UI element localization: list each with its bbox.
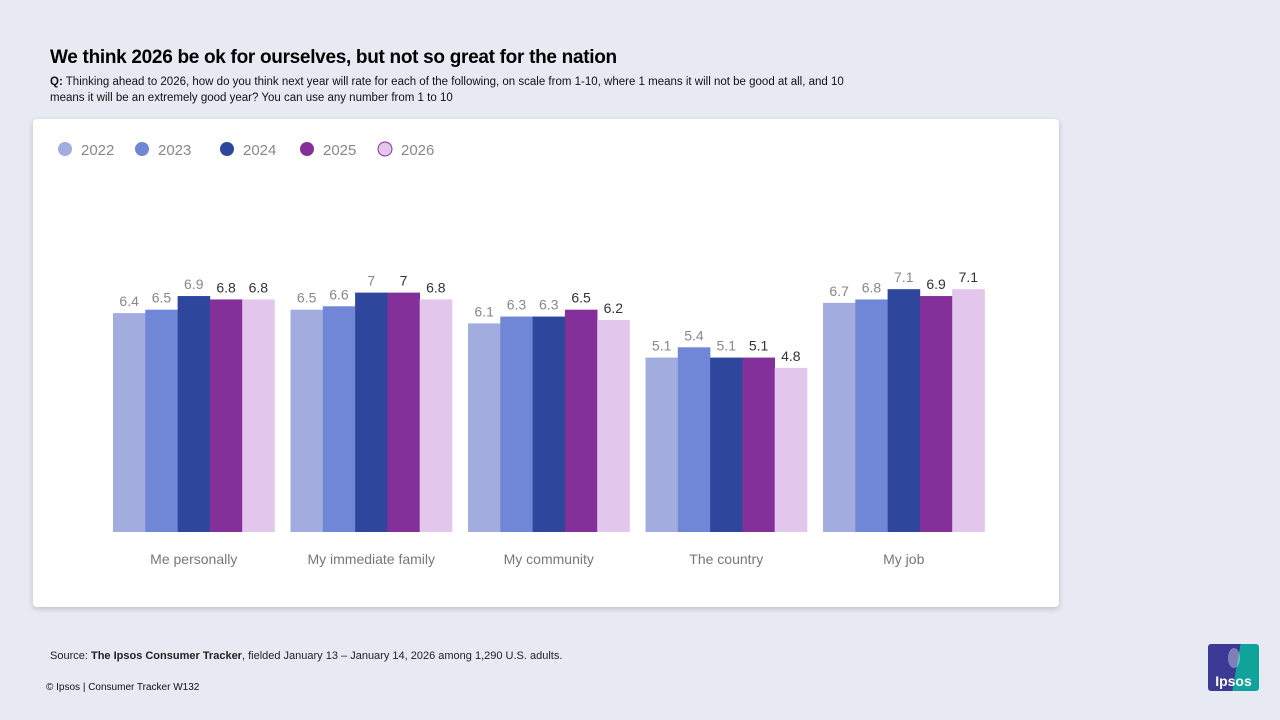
bar-2026 bbox=[952, 289, 985, 532]
copyright: © Ipsos | Consumer Tracker W132 bbox=[46, 682, 200, 693]
legend-marker-2024 bbox=[220, 142, 234, 156]
bar-2024 bbox=[355, 292, 388, 532]
data-label: 6.7 bbox=[829, 283, 849, 299]
legend-label-2022: 2022 bbox=[81, 142, 114, 159]
data-label: 5.1 bbox=[717, 338, 737, 354]
bar-2024 bbox=[177, 296, 211, 532]
data-label: 6.3 bbox=[539, 297, 559, 313]
bar-2024 bbox=[532, 316, 566, 532]
data-label: 6.8 bbox=[426, 279, 446, 295]
data-label: 7 bbox=[367, 273, 375, 289]
page-title: We think 2026 be ok for ourselves, but n… bbox=[50, 47, 617, 68]
bar-2022 bbox=[290, 309, 324, 532]
question-text: Q: Thinking ahead to 2026, how do you th… bbox=[50, 74, 880, 106]
data-label: 6.8 bbox=[249, 279, 269, 295]
category-label: Me personally bbox=[150, 551, 237, 567]
data-label: 6.2 bbox=[604, 300, 624, 316]
source-name: The Ipsos Consumer Tracker bbox=[90, 650, 242, 662]
data-label: 5.4 bbox=[684, 327, 704, 343]
bar-2025 bbox=[919, 296, 953, 532]
category-label: My community bbox=[504, 551, 594, 567]
data-label: 6.9 bbox=[926, 276, 946, 292]
bar-2025 bbox=[387, 292, 420, 532]
question-prefix: Q: bbox=[50, 76, 63, 88]
bar-2025 bbox=[209, 299, 243, 532]
bar-2022 bbox=[645, 357, 679, 532]
category-label: My immediate family bbox=[307, 551, 435, 567]
bar-2026 bbox=[774, 367, 808, 532]
bar-2026 bbox=[419, 299, 453, 532]
bar-2023 bbox=[677, 347, 711, 532]
bar-2025 bbox=[564, 309, 598, 532]
legend-marker-2026 bbox=[377, 141, 393, 157]
legend-label-2024: 2024 bbox=[243, 142, 276, 159]
bar-2025 bbox=[742, 357, 775, 532]
data-label: 5.1 bbox=[749, 338, 769, 354]
bar-2026 bbox=[597, 319, 630, 532]
data-label: 6.3 bbox=[507, 297, 527, 313]
bar-2023 bbox=[145, 309, 178, 532]
logo-text: Ipsos bbox=[1215, 673, 1252, 689]
data-label: 6.1 bbox=[474, 303, 494, 319]
data-label: 4.8 bbox=[781, 348, 801, 364]
category-label: My job bbox=[883, 551, 924, 567]
bar-2022 bbox=[823, 302, 856, 532]
legend-marker-2022 bbox=[58, 142, 72, 156]
data-label: 6.4 bbox=[119, 293, 139, 309]
bar-2023 bbox=[322, 306, 356, 532]
data-label: 6.5 bbox=[297, 290, 317, 306]
legend-label-2023: 2023 bbox=[158, 142, 191, 159]
legend-marker-2023 bbox=[135, 142, 149, 156]
question-body: Thinking ahead to 2026, how do you think… bbox=[50, 76, 844, 104]
bar-2026 bbox=[242, 299, 275, 532]
source-note: Source: The Ipsos Consumer Tracker, fiel… bbox=[50, 650, 562, 662]
category-label: The country bbox=[689, 551, 763, 567]
bar-2022 bbox=[113, 313, 146, 532]
legend-label-2025: 2025 bbox=[323, 142, 356, 159]
legend-label-2026: 2026 bbox=[401, 142, 434, 159]
data-label: 6.8 bbox=[862, 279, 882, 295]
ipsos-logo: Ipsos bbox=[1208, 644, 1259, 691]
bar-2023 bbox=[500, 316, 533, 532]
bar-2023 bbox=[855, 299, 888, 532]
data-label: 5.1 bbox=[652, 338, 672, 354]
data-label: 7.1 bbox=[894, 269, 914, 285]
source-prefix: Source: bbox=[50, 650, 91, 662]
bar-2024 bbox=[887, 289, 921, 532]
bar-2024 bbox=[710, 357, 743, 532]
data-label: 7 bbox=[400, 273, 408, 289]
bar-2022 bbox=[468, 323, 501, 532]
data-label: 6.8 bbox=[216, 279, 236, 295]
source-details: , fielded January 13 – January 14, 2026 … bbox=[241, 650, 563, 662]
data-label: 6.6 bbox=[329, 286, 349, 302]
data-label: 7.1 bbox=[959, 269, 979, 285]
data-label: 6.9 bbox=[184, 276, 204, 292]
data-label: 6.5 bbox=[152, 290, 172, 306]
data-label: 6.5 bbox=[571, 290, 591, 306]
legend-marker-2025 bbox=[300, 142, 314, 156]
